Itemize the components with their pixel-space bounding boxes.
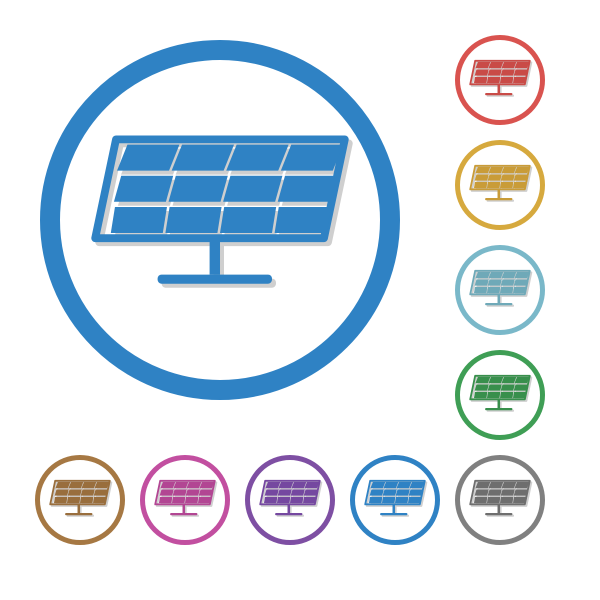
solar-panel-glyph [469, 478, 531, 521]
solar-panel-glyph [469, 268, 531, 311]
solar-panel-glyph [469, 163, 531, 206]
solar-panel-glyph [154, 478, 216, 521]
solar-panel-glyph [49, 478, 111, 521]
solar-panel-glyph [364, 478, 426, 521]
solar-panel-glyph [469, 373, 531, 416]
solar-panel-glyph [90, 129, 350, 311]
solar-panel-glyph [259, 478, 321, 521]
icon-set [0, 0, 600, 600]
solar-panel-glyph [469, 58, 531, 101]
